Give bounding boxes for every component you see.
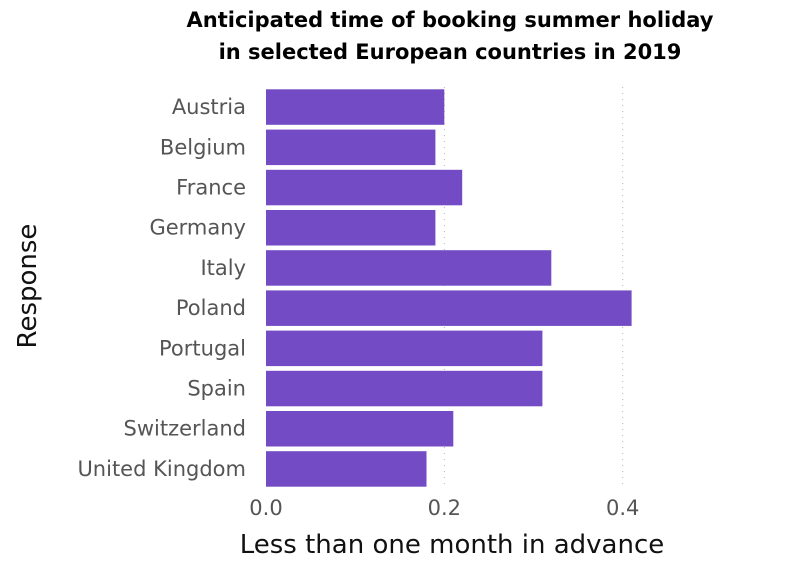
category-label: United Kingdom <box>77 457 246 481</box>
bar-united-kingdom <box>266 451 427 487</box>
x-tick-label: 0.0 <box>249 496 282 520</box>
chart-title-line-2: in selected European countries in 2019 <box>219 40 682 64</box>
category-label: Poland <box>176 296 246 320</box>
category-label: Italy <box>200 256 246 280</box>
category-label: Portugal <box>159 336 246 360</box>
category-label: Spain <box>187 377 246 401</box>
chart-title-line-1: Anticipated time of booking summer holid… <box>187 8 714 32</box>
bar-austria <box>266 89 445 125</box>
category-labels: Austria Belgium France Germany Italy Poland Po… <box>77 95 246 481</box>
bar-belgium <box>266 129 436 166</box>
category-label: Belgium <box>160 135 246 159</box>
bar-poland <box>266 290 632 326</box>
x-tick-label: 0.4 <box>606 496 639 520</box>
bar-switzerland <box>266 411 454 447</box>
x-tick-label: 0.2 <box>428 496 461 520</box>
x-axis-title: Less than one month in advance <box>240 530 665 560</box>
y-axis-title: Response <box>13 224 43 349</box>
bar-portugal <box>266 330 543 367</box>
bar-italy <box>266 250 552 286</box>
category-label: Austria <box>172 95 246 119</box>
category-label: France <box>176 176 246 200</box>
bar-germany <box>266 210 436 246</box>
x-axis-ticks: 0.0 0.2 0.4 <box>249 496 639 520</box>
category-label: Switzerland <box>124 417 247 441</box>
bar-spain <box>266 370 543 407</box>
gridlines <box>443 87 624 487</box>
bars <box>266 89 632 487</box>
bar-france <box>266 169 463 206</box>
category-label: Germany <box>149 216 246 240</box>
